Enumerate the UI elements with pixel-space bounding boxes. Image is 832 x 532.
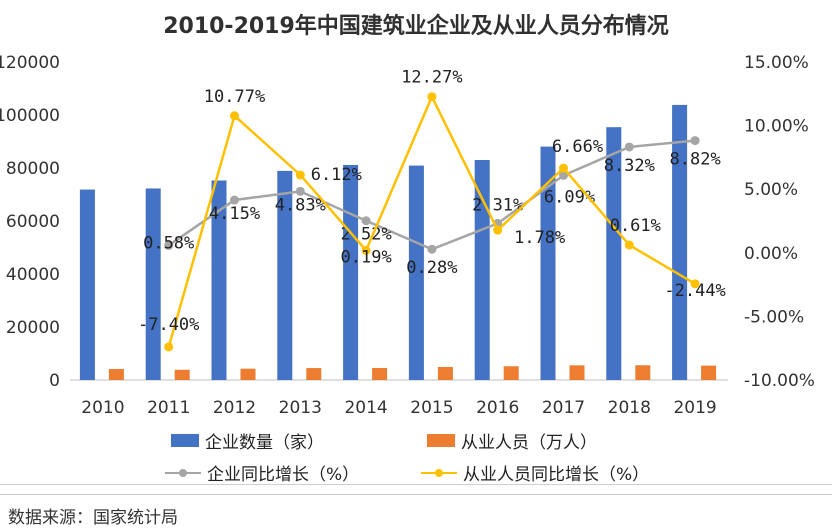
bar-enterprises <box>474 160 490 380</box>
bar-enterprises <box>343 164 359 380</box>
enterprise-growth-data-label: 2.52% <box>341 225 392 245</box>
enterprise-growth-data-label: 0.28% <box>406 258 457 278</box>
y-left-tick-label: 20000 <box>6 318 60 338</box>
employee-growth-point <box>493 225 503 235</box>
bar-enterprises <box>672 104 688 380</box>
bar-employees <box>437 366 453 380</box>
bar-employees <box>174 369 190 380</box>
enterprise-growth-data-label: 2.31% <box>472 195 523 215</box>
y-right-tick-label: 15.00% <box>744 53 809 73</box>
source-note: 数据来源：国家统计局 <box>8 508 178 528</box>
y-right-tick-label: 10.00% <box>744 117 809 137</box>
enterprise-growth-point <box>361 216 371 226</box>
legend-swatch-enterprise-growth <box>165 466 201 480</box>
x-tick-label: 2010 <box>81 398 124 418</box>
y-right-tick-label: -5.00% <box>744 307 804 327</box>
legend-swatch-employee-growth <box>421 466 457 480</box>
enterprise-growth-point <box>427 244 437 254</box>
enterprise-growth-data-label: 8.82% <box>670 150 721 170</box>
bar-employees <box>635 365 651 380</box>
bar-employees <box>108 368 124 380</box>
legend-label-enterprises: 企业数量（家） <box>205 433 324 453</box>
legend-swatch-enterprises <box>171 434 199 447</box>
x-tick-label: 2018 <box>608 398 651 418</box>
legend-item-employees: 从业人员（万人） <box>427 428 597 453</box>
bar-enterprises <box>540 146 556 380</box>
x-tick-label: 2015 <box>410 398 453 418</box>
y-left-tick-label: 80000 <box>6 159 60 179</box>
enterprise-growth-point <box>164 240 174 250</box>
employee-growth-point <box>164 342 174 352</box>
enterprise-growth-point <box>295 186 305 196</box>
employee-growth-data-label: 0.61% <box>610 216 661 236</box>
x-tick-label: 2013 <box>279 398 322 418</box>
enterprise-growth-data-label: 8.32% <box>604 156 655 176</box>
y-left-tick-label: 120000 <box>0 53 60 73</box>
enterprise-growth-data-label: 4.83% <box>275 195 326 215</box>
enterprise-growth-data-label: 4.15% <box>209 204 260 224</box>
employee-growth-data-label: 6.66% <box>552 137 603 157</box>
x-tick-label: 2012 <box>213 398 256 418</box>
legend-item-enterprises: 企业数量（家） <box>171 428 324 453</box>
x-tick-label: 2019 <box>673 398 716 418</box>
source-divider <box>0 494 832 495</box>
legend-label-enterprise-growth: 企业同比增长（%） <box>207 465 360 485</box>
employee-growth-data-label: 10.77% <box>204 87 265 107</box>
employee-growth-point <box>295 170 305 180</box>
employee-growth-point <box>690 279 700 289</box>
employee-growth-data-label: 0.19% <box>341 247 392 267</box>
employee-growth-data-label: -7.40% <box>138 315 199 335</box>
legend-item-enterprise-growth: 企业同比增长（%） <box>165 460 359 485</box>
bar-enterprises <box>408 165 424 380</box>
x-tick-label: 2017 <box>542 398 585 418</box>
bar-enterprises <box>145 188 161 380</box>
bar-enterprises <box>211 180 227 380</box>
legend-label-employees: 从业人员（万人） <box>461 433 597 453</box>
bar-enterprises <box>79 189 95 380</box>
bar-employees <box>372 367 388 380</box>
bar-employees <box>701 365 717 380</box>
bar-enterprises <box>606 127 622 380</box>
enterprise-growth-data-label: 6.09% <box>544 187 595 207</box>
employee-growth-point <box>559 163 568 173</box>
x-tick-label: 2014 <box>344 398 387 418</box>
x-tick-label: 2011 <box>147 398 190 418</box>
y-left-tick-label: 0 <box>49 371 60 391</box>
y-right-tick-label: 0.00% <box>744 244 798 264</box>
enterprise-growth-point <box>559 170 568 180</box>
enterprise-growth-point <box>690 136 700 146</box>
chart-title: 2010-2019年中国建筑业企业及从业人员分布情况 <box>163 14 669 39</box>
employee-growth-data-label: 1.78% <box>514 228 565 248</box>
bar-employees <box>503 366 519 380</box>
employee-growth-data-label: 12.27% <box>401 68 462 88</box>
employee-growth-data-label: 6.12% <box>311 165 362 185</box>
employee-growth-data-label: -2.44% <box>664 281 725 301</box>
chart-frame-bottom <box>0 484 832 485</box>
chart-legend: 企业数量（家） 从业人员（万人） 企业同比增长（%） 从业人员同比增长（%） <box>165 424 685 485</box>
legend-label-employee-growth: 从业人员同比增长（%） <box>463 465 650 485</box>
y-right-tick-label: 5.00% <box>744 180 798 200</box>
bar-employees <box>240 368 256 380</box>
employee-growth-point <box>361 245 371 255</box>
enterprise-growth-point <box>230 195 239 205</box>
y-left-tick-label: 100000 <box>0 106 60 126</box>
employee-growth-point <box>427 92 437 102</box>
bar-employees <box>306 368 322 380</box>
enterprise-growth-data-label: 0.58% <box>143 233 194 253</box>
legend-swatch-employees <box>427 434 455 447</box>
employee-growth-point <box>230 111 239 121</box>
x-tick-label: 2016 <box>476 398 519 418</box>
employee-growth-point <box>624 240 634 250</box>
y-left-tick-label: 60000 <box>6 212 60 232</box>
enterprise-growth-point <box>624 142 634 152</box>
legend-item-employee-growth: 从业人员同比增长（%） <box>421 460 649 485</box>
y-left-tick-label: 40000 <box>6 265 60 285</box>
y-right-tick-label: -10.00% <box>744 371 815 391</box>
bar-employees <box>569 365 585 380</box>
bar-enterprises <box>277 170 293 380</box>
